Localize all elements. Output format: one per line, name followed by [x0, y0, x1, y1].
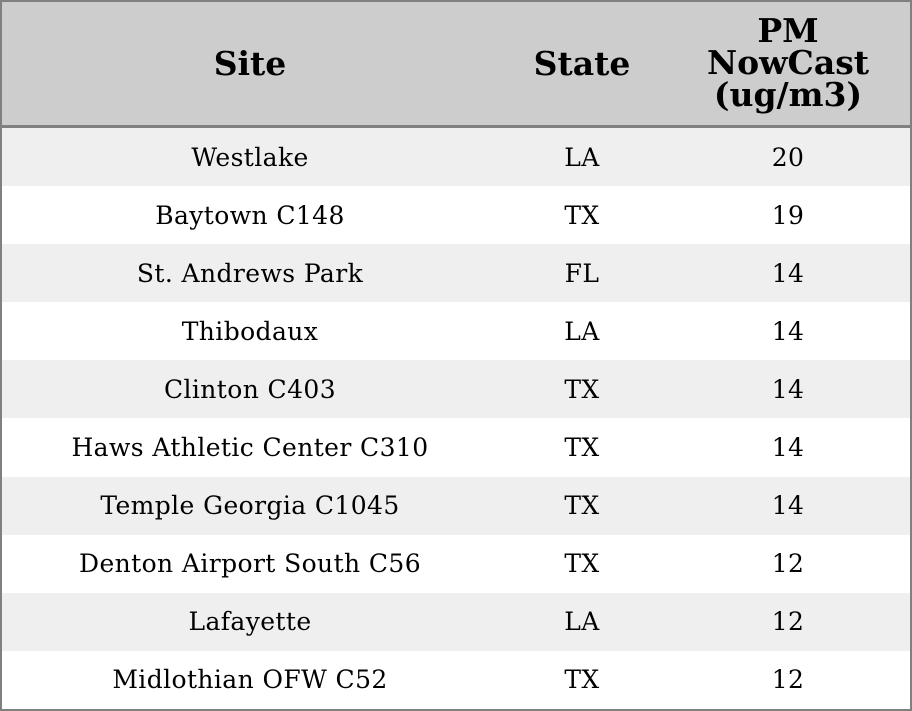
- column-header-site: Site: [213, 43, 287, 83]
- table-row: Thibodaux LA 14: [2, 302, 910, 361]
- cell-pm-nowcast: 12: [771, 665, 805, 695]
- cell-pm-nowcast: 14: [771, 374, 805, 404]
- table-row: Temple Georgia C1045 TX 14: [2, 476, 910, 535]
- column-header-pm-nowcast-text: PM NowCast (ug/m3): [706, 10, 870, 114]
- table-row: Midlothian OFW C52 TX 12: [2, 650, 910, 709]
- column-header-pm-nowcast: PM NowCast (ug/m3): [666, 2, 910, 125]
- cell-site: Westlake: [191, 142, 309, 172]
- cell-pm-nowcast: 12: [771, 607, 805, 637]
- cell-state: LA: [564, 316, 600, 346]
- cell-site: Denton Airport South C56: [79, 549, 421, 579]
- cell-pm-nowcast: 14: [771, 258, 805, 288]
- cell-state: LA: [564, 607, 600, 637]
- column-header-pm-line-1: PM: [757, 10, 819, 50]
- table-body: Westlake LA 20 Baytown C148 TX 19 St. Andrews …: [2, 128, 910, 709]
- table-row: Baytown C148 TX 19: [2, 186, 910, 245]
- cell-site: St. Andrews Park: [136, 258, 364, 288]
- cell-site: Lafayette: [188, 607, 312, 637]
- table-header-row: Site State PM NowCast (ug/m3): [2, 2, 910, 128]
- cell-pm-nowcast: 19: [771, 200, 805, 230]
- cell-state: TX: [564, 374, 600, 404]
- cell-site: Clinton C403: [163, 374, 336, 404]
- cell-state: TX: [564, 549, 600, 579]
- cell-state: TX: [564, 491, 600, 521]
- table-row: Denton Airport South C56 TX 12: [2, 534, 910, 593]
- cell-pm-nowcast: 12: [771, 549, 805, 579]
- cell-pm-nowcast: 20: [771, 142, 805, 172]
- cell-state: TX: [564, 200, 600, 230]
- cell-site: Midlothian OFW C52: [112, 665, 388, 695]
- cell-state: LA: [564, 142, 600, 172]
- column-header-pm-line-2: NowCast: [706, 42, 870, 82]
- column-header-state: State: [533, 43, 631, 83]
- cell-state: TX: [564, 433, 600, 463]
- table-row: St. Andrews Park FL 14: [2, 244, 910, 303]
- table-row: Lafayette LA 12: [2, 592, 910, 651]
- cell-site: Haws Athletic Center C310: [71, 433, 429, 463]
- column-header-pm-line-3: (ug/m3): [713, 74, 863, 114]
- cell-site: Temple Georgia C1045: [100, 491, 400, 521]
- cell-site: Baytown C148: [155, 200, 345, 230]
- cell-pm-nowcast: 14: [771, 491, 805, 521]
- table-row: Westlake LA 20: [2, 128, 910, 187]
- cell-state: TX: [564, 665, 600, 695]
- table-row: Haws Athletic Center C310 TX 14: [2, 418, 910, 477]
- cell-pm-nowcast: 14: [771, 316, 805, 346]
- cell-site: Thibodaux: [181, 316, 319, 346]
- cell-state: FL: [564, 258, 600, 288]
- table-row: Clinton C403 TX 14: [2, 360, 910, 419]
- cell-pm-nowcast: 14: [771, 433, 805, 463]
